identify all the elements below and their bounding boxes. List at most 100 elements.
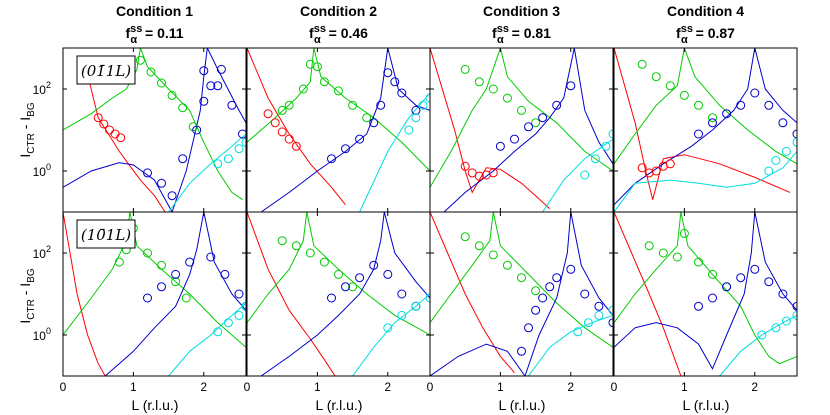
data-point-cyan: [213, 159, 223, 169]
data-point-blue: [227, 100, 237, 110]
plot-content: [614, 48, 797, 212]
condition-title: Condition 4: [667, 3, 744, 19]
data-point-green: [312, 62, 322, 72]
curve-green: [430, 48, 613, 188]
data-point-cyan: [792, 137, 797, 147]
data-point-cyan: [241, 301, 246, 311]
data-point-blue: [552, 100, 562, 110]
data-point-green: [143, 248, 152, 258]
x-tick-label: 0: [611, 380, 618, 394]
panel-r1-c2: 0 1 2: [427, 211, 614, 394]
data-point-green: [644, 241, 654, 251]
data-point-cyan: [573, 327, 583, 337]
condition-title: Condition 3: [483, 3, 560, 19]
data-point-blue: [355, 273, 365, 283]
data-point-green: [277, 105, 287, 115]
data-point-green: [531, 118, 541, 128]
data-point-blue: [764, 277, 774, 287]
panel-r1-c0: 0 1 2 100 102 (10̄1L): [33, 211, 247, 394]
plot-area: [614, 212, 797, 376]
data-point-red: [460, 161, 470, 171]
data-point-blue: [171, 269, 181, 279]
data-point-green: [284, 100, 294, 110]
data-point-blue: [608, 318, 613, 328]
data-point-blue: [552, 273, 562, 283]
data-point-green: [679, 90, 689, 100]
data-point-green: [298, 84, 308, 94]
data-point-cyan: [608, 305, 613, 315]
plot-content: [614, 212, 797, 376]
data-point-green: [114, 257, 124, 267]
data-point-blue: [238, 129, 246, 139]
data-point-red: [651, 166, 661, 176]
fss-label: fss α = 0.46: [309, 23, 368, 46]
data-point-blue: [369, 118, 379, 128]
data-point-green: [474, 77, 484, 87]
data-point-blue: [376, 100, 386, 110]
data-point-cyan: [411, 113, 421, 123]
data-point-blue: [199, 66, 209, 76]
data-point-blue: [327, 293, 336, 303]
plot-area: [247, 212, 430, 376]
data-point-cyan: [241, 137, 246, 147]
data-point-cyan: [594, 310, 604, 320]
y-tick-label: 100: [33, 162, 51, 179]
panel-frame: [62, 211, 247, 377]
data-point-blue: [517, 346, 526, 356]
data-point-cyan: [404, 125, 414, 135]
panel-frame: [429, 211, 614, 377]
data-point-blue: [397, 88, 407, 98]
data-point-green: [167, 90, 177, 100]
curve-red: [83, 60, 166, 212]
curve-red: [614, 212, 682, 376]
data-point-blue: [369, 260, 379, 270]
data-point-green: [502, 93, 512, 103]
data-point-green: [277, 236, 287, 246]
data-point-blue: [736, 100, 746, 110]
data-point-blue: [722, 109, 732, 119]
data-point-blue: [708, 293, 717, 303]
data-point-blue: [213, 81, 223, 91]
data-point-blue: [220, 269, 230, 279]
curve-cyan: [352, 293, 430, 376]
data-point-cyan: [757, 330, 767, 340]
data-point-green: [474, 241, 484, 251]
data-point-cyan: [425, 93, 430, 103]
data-point-blue: [234, 289, 244, 299]
data-point-blue: [185, 257, 195, 267]
x-tick-label: 0: [244, 380, 251, 394]
curve-red: [430, 212, 515, 374]
data-point-blue: [167, 191, 177, 201]
condition-title: Condition 2: [300, 3, 377, 19]
data-point-green: [135, 55, 145, 65]
data-point-green: [488, 250, 498, 260]
curve-red: [430, 48, 551, 210]
x-tick-label: 2: [751, 380, 758, 394]
data-point-blue: [708, 118, 717, 128]
plot-content: [63, 48, 246, 212]
data-point-green: [531, 286, 541, 296]
row-label-box: [76, 55, 136, 85]
curve-cyan: [614, 151, 797, 212]
curve-green: [614, 212, 797, 365]
data-point-blue: [524, 122, 533, 132]
data-point-blue: [157, 178, 166, 188]
data-point-cyan: [411, 301, 421, 311]
data-point-red: [277, 127, 287, 137]
x-tick-label: 0: [60, 380, 67, 394]
panel-r0-c1: [246, 47, 431, 213]
data-point-cyan: [590, 154, 600, 164]
data-point-green: [517, 273, 526, 283]
data-point-green: [157, 260, 166, 270]
data-point-green: [362, 113, 372, 123]
x-tick-label: 2: [384, 380, 391, 394]
data-point-green: [157, 78, 166, 88]
data-point-blue: [545, 282, 555, 292]
data-point-red: [99, 119, 109, 129]
data-point-green: [319, 77, 329, 87]
data-point-blue: [341, 144, 350, 154]
data-point-blue: [143, 168, 152, 178]
data-point-green: [171, 277, 181, 287]
plot-area: [247, 48, 430, 212]
